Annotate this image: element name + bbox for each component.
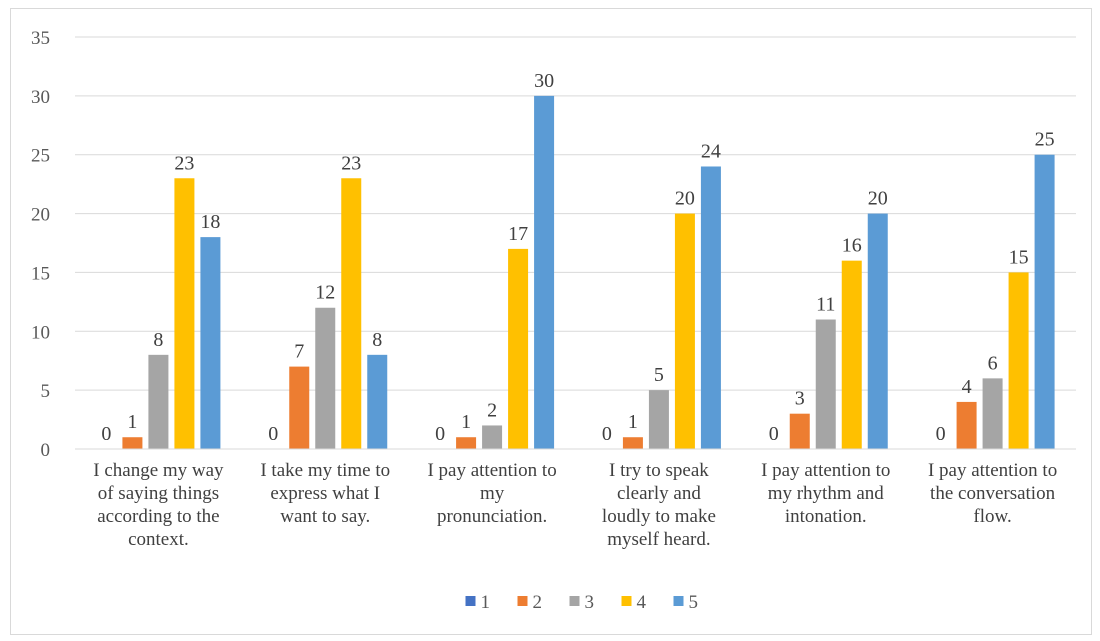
y-tick-label: 10 <box>31 322 50 343</box>
data-label: 0 <box>769 423 779 445</box>
x-category-label: I pay attention to the conversation flow. <box>928 460 1057 527</box>
bar-series-3 <box>648 390 669 449</box>
data-label: 23 <box>341 152 361 174</box>
bar-series-4 <box>1008 272 1029 449</box>
y-tick-label: 15 <box>31 263 50 284</box>
y-tick-label: 5 <box>41 381 51 402</box>
x-category-label: I change my way of saying things according… <box>93 460 224 550</box>
bar-series-5 <box>200 237 221 449</box>
data-label: 23 <box>174 152 194 174</box>
bar-series-2 <box>456 437 477 449</box>
bar-series-4 <box>674 213 695 449</box>
bar-series-5 <box>1034 154 1055 449</box>
x-category-label: I pay attention to my pronunciation. <box>427 460 556 527</box>
data-label: 1 <box>628 411 638 433</box>
bar-series-2 <box>622 437 643 449</box>
data-label: 25 <box>1035 129 1055 151</box>
legend-label: 1 <box>481 592 491 613</box>
data-label: 0 <box>602 423 612 445</box>
y-tick-label: 0 <box>41 440 51 461</box>
data-label: 8 <box>153 329 163 351</box>
data-label: 6 <box>988 352 998 374</box>
bar-series-4 <box>174 178 195 449</box>
data-label: 3 <box>795 388 805 410</box>
legend-label: 2 <box>533 592 543 613</box>
data-label: 8 <box>372 329 382 351</box>
data-label: 1 <box>127 411 137 433</box>
bar-series-3 <box>315 307 336 449</box>
x-category-label: I pay attention to my rhythm and intonatio… <box>761 460 890 527</box>
legend-swatch <box>465 596 476 606</box>
bar-series-4 <box>841 260 862 449</box>
bar-series-3 <box>482 425 503 449</box>
data-label: 2 <box>487 399 497 421</box>
data-label: 16 <box>842 235 862 257</box>
legend-label: 3 <box>585 592 595 613</box>
data-label: 18 <box>200 211 220 233</box>
data-label: 12 <box>315 282 335 304</box>
data-label: 17 <box>508 223 528 245</box>
data-label: 0 <box>268 423 278 445</box>
y-tick-label: 20 <box>31 205 50 226</box>
bar-series-5 <box>700 166 721 449</box>
bar-series-2 <box>289 366 310 449</box>
y-tick-label: 30 <box>31 87 50 108</box>
legend-swatch <box>673 596 684 606</box>
data-label: 11 <box>816 294 835 316</box>
legend-swatch <box>517 596 528 606</box>
legend-swatch <box>569 596 580 606</box>
data-label: 4 <box>962 376 972 398</box>
data-label: 5 <box>654 364 664 386</box>
data-label: 15 <box>1009 246 1029 268</box>
bar-series-3 <box>815 319 836 449</box>
y-tick-label: 35 <box>31 28 50 49</box>
data-label: 1 <box>461 411 471 433</box>
bar-series-3 <box>982 378 1003 449</box>
data-label: 7 <box>294 341 304 363</box>
bar-series-2 <box>956 401 977 449</box>
data-label: 30 <box>534 70 554 92</box>
data-label: 20 <box>868 188 888 210</box>
bar-series-5 <box>867 213 888 449</box>
legend-swatch <box>621 596 632 606</box>
legend-label: 5 <box>689 592 699 613</box>
bar-series-2 <box>122 437 143 449</box>
data-label: 24 <box>701 140 721 162</box>
bar-series-4 <box>508 248 529 449</box>
data-label: 0 <box>936 423 946 445</box>
bar-series-3 <box>148 354 169 449</box>
data-label: 20 <box>675 188 695 210</box>
data-label: 0 <box>435 423 445 445</box>
data-label: 0 <box>101 423 111 445</box>
bar-series-4 <box>341 178 362 449</box>
legend-label: 4 <box>637 592 647 613</box>
y-tick-label: 25 <box>31 146 50 167</box>
bar-series-2 <box>789 413 810 449</box>
x-category-label: I try to speak clearly and loudly to make m… <box>602 460 716 550</box>
bar-series-5 <box>367 354 388 449</box>
bar-series-5 <box>534 95 555 449</box>
